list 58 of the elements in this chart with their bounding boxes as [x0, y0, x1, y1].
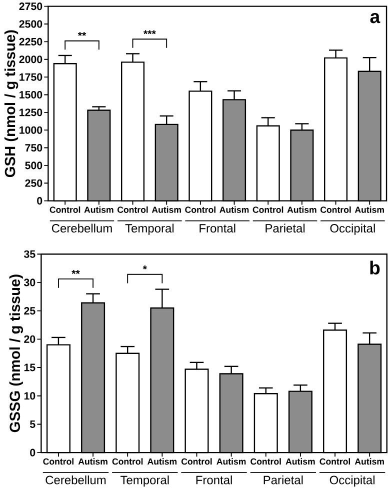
- y-tick-label: 1750: [20, 73, 42, 81]
- x-tick-label: Autism: [78, 458, 108, 465]
- annotation: a: [370, 12, 380, 24]
- x-tick-label: Autism: [286, 458, 315, 465]
- y-tick-label: 15: [24, 364, 36, 372]
- y-tick-label: 10: [24, 392, 36, 400]
- x-tick-label: Autism: [84, 206, 114, 213]
- y-tick-label: 750: [25, 144, 42, 152]
- x-tick-label: Control: [112, 458, 143, 465]
- annotation: **: [72, 270, 80, 274]
- y-axis-title: GSH (nmol / g tissue): [4, 30, 18, 178]
- text: Temporal: [120, 475, 169, 487]
- y-tick-label: 25: [24, 307, 36, 315]
- y-tick-label: 0: [37, 197, 42, 205]
- y-tick-label: 2500: [19, 20, 42, 28]
- y-tick-label: 1500: [20, 90, 42, 98]
- text: Parietal: [266, 224, 305, 233]
- y-tick-label: 250: [25, 179, 42, 187]
- text: Cerebellum: [46, 475, 106, 484]
- y-tick-label: 30: [24, 278, 36, 286]
- text: Occipital: [330, 475, 375, 487]
- text: Parietal: [264, 475, 303, 484]
- x-tick-label: Control: [118, 206, 148, 213]
- x-tick-label: Autism: [148, 458, 177, 465]
- x-tick-label: Control: [252, 206, 284, 213]
- annotation: b: [370, 260, 380, 274]
- x-tick-label: Autism: [216, 458, 246, 465]
- x-tick-label: Control: [320, 206, 351, 213]
- y-tick-label: 2250: [19, 38, 42, 46]
- y-tick-label: 2000: [19, 56, 42, 64]
- y-tick-label: 1250: [20, 108, 42, 116]
- x-tick-label: Autism: [354, 458, 384, 465]
- text: Frontal: [196, 475, 232, 484]
- y-tick-label: 0: [30, 448, 36, 456]
- y-axis-title: GSSG (nmol / g tissue): [9, 274, 24, 432]
- y-tick-label: 1000: [20, 126, 42, 134]
- x-tick-label: Control: [250, 458, 281, 465]
- x-tick-label: Control: [43, 458, 74, 465]
- x-tick-label: Autism: [354, 206, 384, 213]
- text: Temporal: [125, 224, 174, 235]
- annotation: *: [142, 265, 148, 270]
- x-tick-label: Control: [182, 458, 212, 465]
- text: Occipital: [330, 224, 375, 235]
- x-tick-label: Autism: [287, 206, 316, 213]
- x-tick-label: Autism: [220, 206, 249, 213]
- y-tick-label: 5: [30, 420, 36, 428]
- y-tick-label: 2750: [19, 2, 42, 10]
- annotation: **: [78, 32, 86, 36]
- y-tick-label: 500: [25, 162, 42, 170]
- y-tick-label: 20: [24, 335, 36, 343]
- annotation: ***: [144, 30, 156, 34]
- y-tick-label: 35: [24, 250, 36, 258]
- x-tick-label: Control: [320, 458, 350, 465]
- text: Cerebellum: [52, 224, 112, 233]
- x-tick-label: Autism: [152, 206, 182, 213]
- x-tick-label: Control: [50, 206, 80, 213]
- x-tick-label: Control: [185, 206, 216, 213]
- text: Frontal: [200, 224, 236, 233]
